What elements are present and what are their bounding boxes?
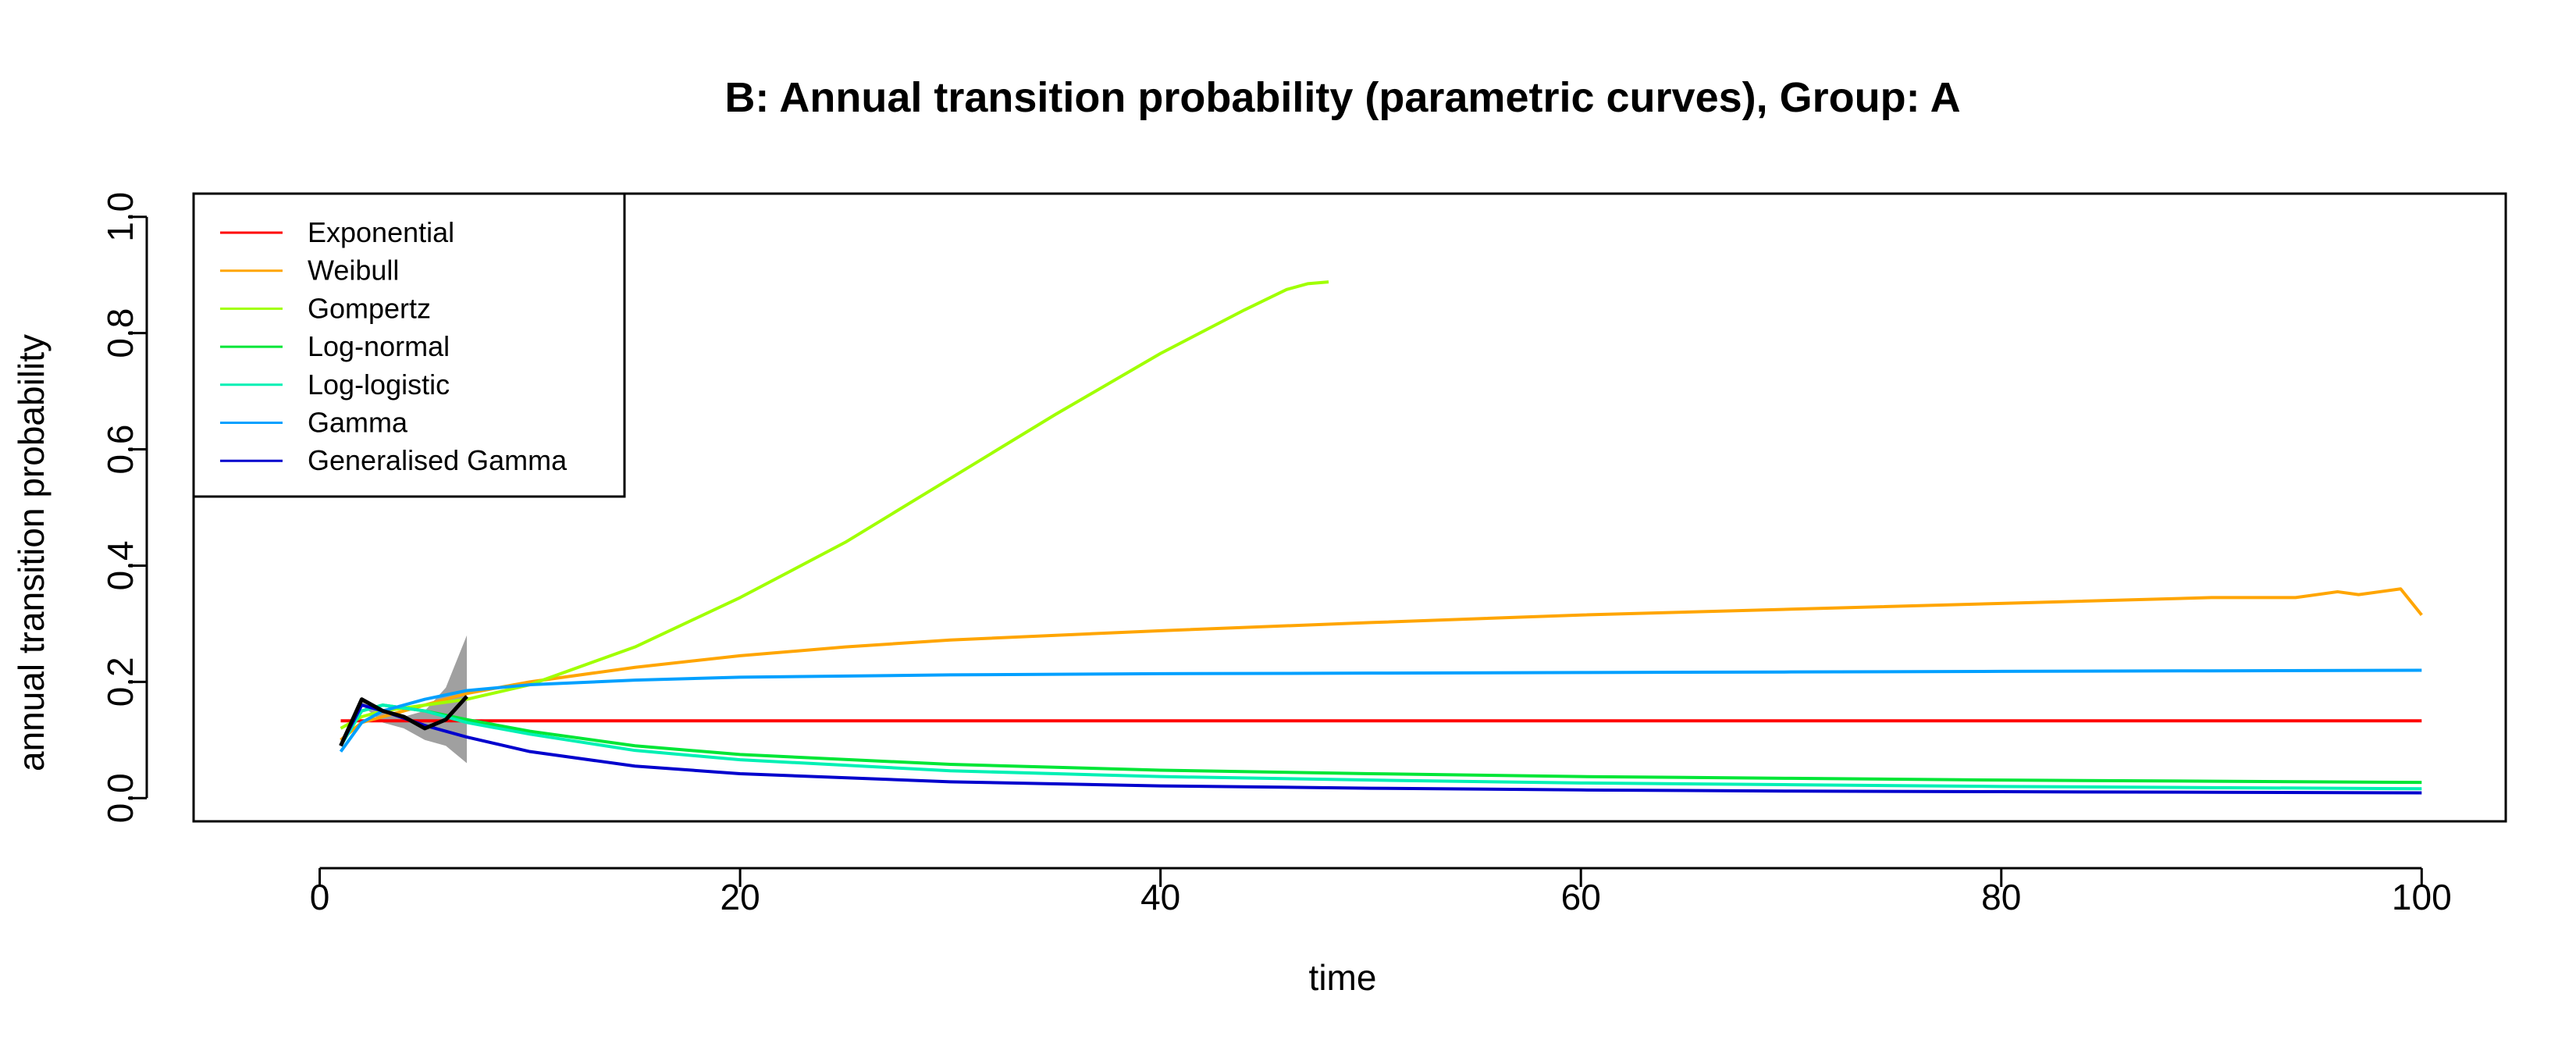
y-tick-label: 0.0 <box>100 773 141 823</box>
series-line-log-logistic <box>339 703 2422 791</box>
legend-label: Log-normal <box>308 330 450 362</box>
legend-label: Log-logistic <box>308 369 450 401</box>
legend-box <box>192 192 626 498</box>
series-line-weibull <box>340 587 2423 742</box>
legend-label: Exponential <box>308 216 454 248</box>
legend: Exponential Weibull Gompertz Log-normal Log-… <box>192 192 626 498</box>
axes: 0 20 40 60 80 100 0.0 0.2 0.4 0.6 0.8 1.0 <box>100 192 2452 917</box>
series-line-gamma <box>339 668 2422 753</box>
legend-label: Gompertz <box>308 292 431 324</box>
legend-label: Weibull <box>308 255 399 287</box>
y-tick-label: 0.4 <box>100 540 141 590</box>
plot-frame <box>192 192 2507 823</box>
observed-line <box>339 695 468 747</box>
chart-title: B: Annual transition probability (parame… <box>724 74 1960 121</box>
x-axis-label: time <box>1309 957 1377 998</box>
y-axis-label: annual transition probability <box>11 334 52 771</box>
y-tick-label: 0.8 <box>100 308 141 358</box>
y-tick-label: 0.2 <box>100 657 141 707</box>
y-tick-label: 0.6 <box>100 425 141 475</box>
plot-area <box>339 280 2423 795</box>
confidence-band <box>340 635 468 764</box>
x-tick-label: 80 <box>1981 877 2021 917</box>
x-tick-label: 40 <box>1140 877 1180 917</box>
series-line-log-normal <box>339 703 2422 785</box>
legend-label: Gamma <box>308 407 408 439</box>
y-tick-label: 1.0 <box>100 192 141 242</box>
legend-label: Generalised Gamma <box>308 444 568 476</box>
x-tick-label: 60 <box>1561 877 1601 917</box>
x-tick-label: 0 <box>310 877 330 917</box>
x-tick-label: 100 <box>2392 877 2452 917</box>
x-tick-label: 20 <box>720 877 760 917</box>
